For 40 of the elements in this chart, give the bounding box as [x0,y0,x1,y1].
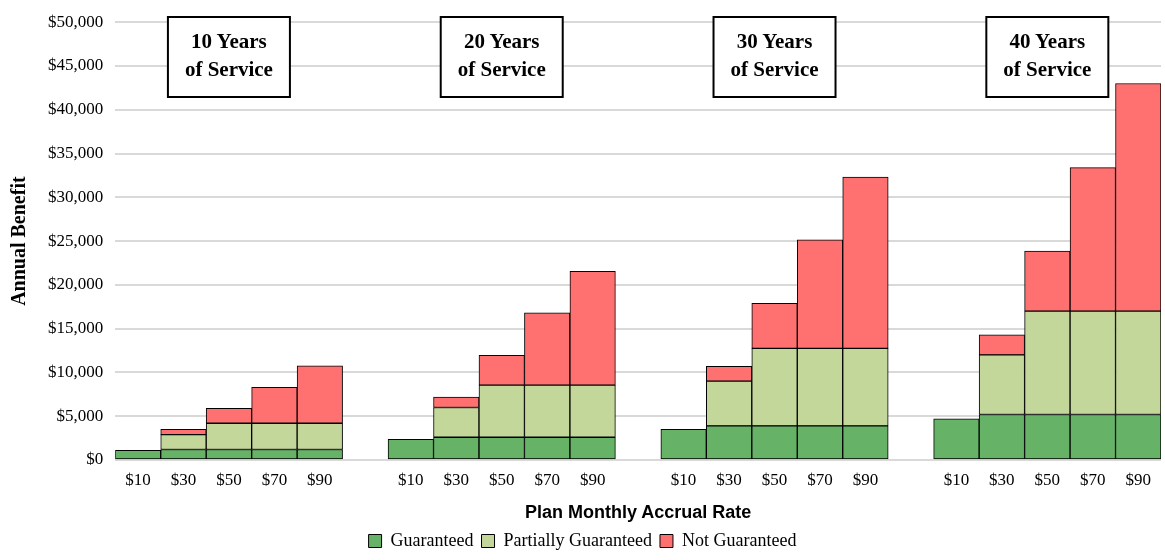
y-tick-label: $10,000 [48,361,104,381]
y-tick-label: $20,000 [48,274,104,294]
x-tick-label: $50 [761,469,788,489]
annotation: 30 Years of Service [730,29,819,82]
annotation: 40 Years of Service [1003,29,1092,82]
y-tick-label: $25,000 [48,230,104,250]
x-tick-label: $90 [579,469,606,489]
x-tick-label: $10 [398,469,424,489]
x-tick-label: $30 [443,469,470,489]
x-tick-label: $10 [670,469,697,489]
y-tick-label: $0 [86,449,104,469]
y-tick-label: $40,000 [48,99,104,119]
x-tick-label: $50 [488,469,515,489]
legend-label: Not Guaranteed [681,529,797,550]
x-tick-label: $10 [943,469,970,489]
legend-label: Guaranteed [390,529,474,550]
annotation: 10 Years of Service [184,29,273,82]
x-tick-label: $30 [716,469,742,489]
y-tick-label: $35,000 [48,143,104,163]
x-tick-label: $50 [216,469,242,489]
x-tick-label: $90 [852,469,879,489]
x-tick-label: $70 [807,469,833,489]
x-tick-label: $70 [261,469,288,489]
y-tick-label: $15,000 [48,318,104,338]
y-tick-label: $5,000 [56,405,104,425]
x-axis-title: Plan Monthly Accrual Rate [524,502,752,523]
y-tick-label: $45,000 [48,55,104,75]
x-tick-label: $70 [1080,469,1106,489]
x-tick-label: $50 [1034,469,1061,489]
x-tick-label: $30 [170,469,197,489]
x-tick-label: $10 [125,469,151,489]
x-tick-label: $90 [307,469,333,489]
x-tick-label: $30 [989,469,1015,489]
y-tick-label: $50,000 [48,11,104,31]
x-tick-label: $70 [534,469,560,489]
x-tick-label: $90 [1125,469,1152,489]
y-axis-title: Annual Benefit [7,176,30,306]
annotation: 20 Years of Service [457,29,546,82]
y-tick-label: $30,000 [48,186,104,206]
legend-label: Partially Guaranteed [503,529,652,550]
